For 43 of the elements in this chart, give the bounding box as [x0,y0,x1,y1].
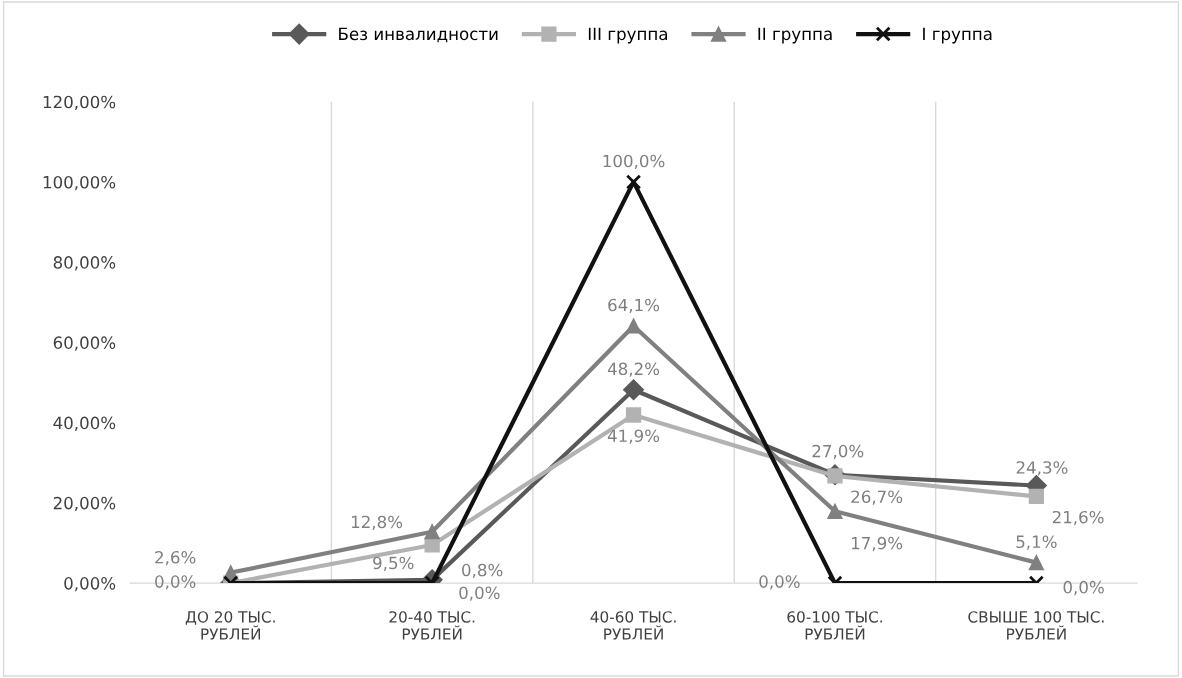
point [625,318,642,334]
data-label: 0,0% [459,586,500,601]
data-label: 9,5% [373,556,414,571]
x-tick-label: 20-40 ТЫС. РУБЛЕЙ [389,611,475,640]
point [1028,554,1045,571]
legend-label: III группа [588,27,667,44]
data-label: 17,9% [851,536,903,552]
data-label: 0,0% [1063,580,1104,596]
y-tick-label: 0,00% [64,577,116,592]
point [424,537,440,553]
data-label: 12,8% [351,515,403,530]
data-label: 2,6% [155,550,196,566]
data-label: 24,3% [1016,461,1068,476]
data-label: 48,2% [607,362,660,377]
data-label: 5,1% [1016,535,1057,550]
data-label: 41,9% [607,429,660,444]
y-tick-label: 80,00% [53,256,116,271]
y-tick-label: 40,00% [53,416,116,431]
data-label: 0,0% [759,575,800,590]
x-tick-label: 60-100 ТЫС. РУБЛЕЙ [787,611,882,640]
data-label: 21,6% [1052,510,1104,526]
point [625,407,642,423]
y-tick-label: 20,00% [53,496,116,512]
legend-label: I группа [923,27,992,44]
point [625,174,642,190]
y-tick-label: 100,00% [43,175,116,191]
point [827,503,843,519]
data-label: 0,8% [462,563,503,579]
x-tick-label: 40-60 ТЫС. РУБЛЕЙ [590,611,676,640]
y-tick-label: 60,00% [53,336,116,351]
data-label: 64,1% [608,298,660,314]
data-label: 0,0% [155,575,196,590]
x-tick-label: ДО 20 ТЫС. РУБЛЕЙ [185,611,275,640]
x-tick-label: СВЫШЕ 100 ТЫС. РУБЛЕЙ [968,611,1104,640]
legend-label: II группа [758,27,832,44]
point [424,524,440,540]
y-tick-label: 120,00% [43,95,116,110]
data-label: 26,7% [851,490,903,505]
data-label: 100,0% [603,154,665,170]
point [1028,488,1045,505]
point [623,379,645,401]
legend-label: Без инвалидности [339,27,498,43]
data-label: 27,0% [812,444,864,460]
